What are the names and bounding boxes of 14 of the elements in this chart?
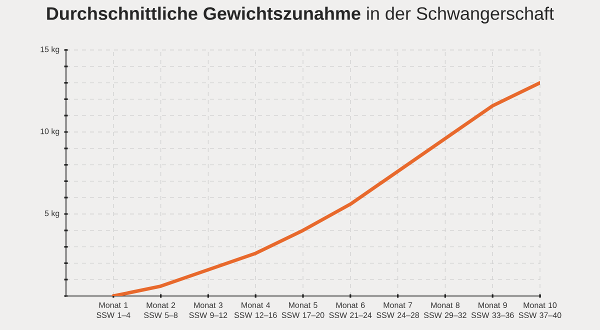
x-tick-label: Monat 2 SSW 5–8 [144,302,178,318]
chart-title: Durchschnittliche Gewichtszunahme in der Schwangerschaft [47,6,554,24]
x-tick-label: Monat 6 SSW 21–24 [329,302,372,318]
x-tick-label: Monat 10 SSW 37–40 [518,302,562,318]
x-tick-label: Monat 3 SSW 9–12 [189,302,228,318]
x-tick-label: Monat 8 SSW 29–32 [424,302,466,318]
x-tick-label: Monat 7 SSW 24–28 [376,302,420,318]
y-tick-label: 5 kg [44,210,60,218]
x-tick-label: Monat 1 SSW 1–4 [96,302,130,318]
x-tick-label: Monat 4 SSW 12–16 [234,302,277,318]
x-tick-label: Monat 5 SSW 17–20 [282,302,324,318]
y-tick-label: 15 kg [40,46,60,54]
y-tick-label: 10 kg [40,128,60,136]
x-tick-label: Monat 9 SSW 33–36 [471,302,514,318]
